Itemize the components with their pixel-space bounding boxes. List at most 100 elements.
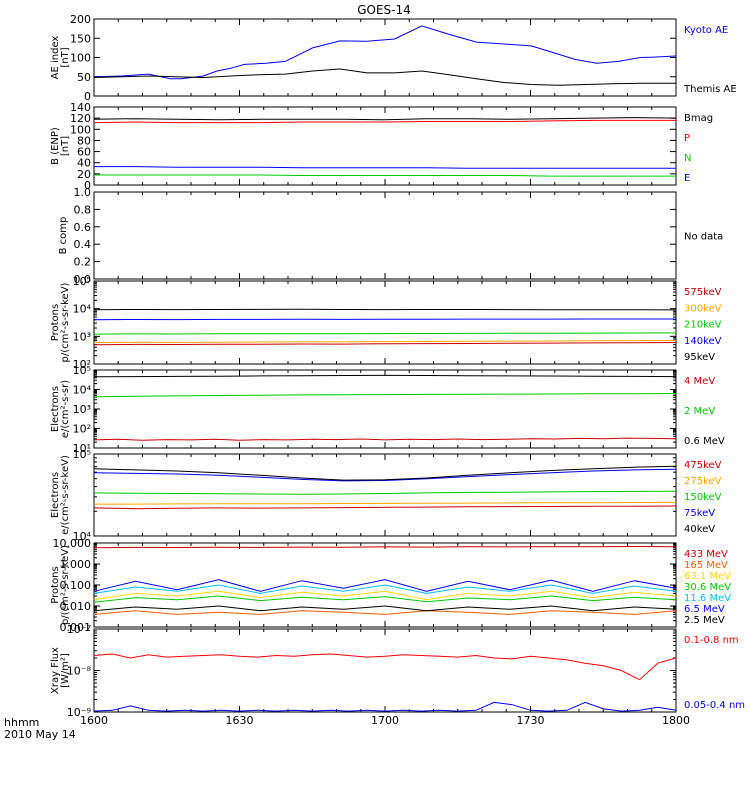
y-tick-label: 0.001	[60, 621, 92, 634]
y-axis-label: AE index [nT]	[50, 36, 71, 80]
y-tick-label: 40	[77, 157, 91, 170]
series-line-0-6-mev	[93, 374, 677, 378]
y-tick-label: 10⁻⁸	[67, 665, 92, 678]
x-tick-label: 1800	[662, 714, 690, 727]
y-axis-label-line: B comp	[58, 217, 69, 255]
series-line-p	[93, 119, 676, 124]
legend-label-165-mev: 165 MeV	[684, 560, 728, 571]
legend-label-95kev: 95keV	[684, 352, 715, 363]
legend-label-63-1-mev: 63.1 MeV	[684, 571, 731, 582]
y-tick-label: 10⁵	[73, 275, 91, 288]
series-line-e	[94, 166, 676, 169]
y-tick-label: 150	[70, 32, 91, 45]
y-axis-label-line: e/(cm²-s-sr)	[60, 380, 71, 438]
y-tick-label: 100	[70, 123, 91, 136]
legend-label-40kev: 40keV	[684, 524, 715, 535]
y-axis-label: Xray Flux [W/m²]	[50, 647, 71, 694]
y-tick-label: 120	[70, 112, 91, 125]
series-line-75kev	[93, 468, 677, 482]
y-axis-label-line: p/(cm²-s-sr-keV)	[60, 282, 71, 362]
y-tick-label: 0	[84, 90, 91, 103]
panel-b-comp: 0.0 0.2 0.4 0.6 0.8 1.0 B comp No data	[58, 186, 723, 286]
legend-label-p: P	[684, 133, 690, 144]
series-line-themis-ae	[93, 68, 676, 86]
y-axis-label-line: B (ENP)	[50, 127, 61, 165]
panel-xray: 10⁻⁹ 10⁻⁸ 10⁻⁷ Xray Flux [W/m²] 0.1-0.8 nm 0.0…	[50, 623, 745, 727]
series-line-140kev	[93, 318, 676, 321]
x-tick-label: 1730	[517, 714, 545, 727]
legend-label-6-5-mev: 6.5 MeV	[684, 604, 725, 615]
panel-frame	[93, 106, 677, 186]
y-tick-label: 200	[70, 13, 91, 26]
y-tick-label: 10⁻⁷	[67, 623, 91, 636]
y-tick-label: 10⁻⁹	[67, 706, 91, 719]
y-tick-label: 0.4	[74, 238, 92, 251]
y-tick-label: 0.0	[74, 273, 92, 286]
series-line-0-05-0-4-nm	[93, 701, 677, 712]
x-tick-label: 1700	[371, 714, 399, 727]
y-axis-label: B (ENP) [nT]	[50, 127, 71, 165]
series-line-6-5-mev	[93, 579, 677, 592]
legend-label-0-05-0-4-nm: 0.05-0.4 nm	[684, 700, 745, 711]
y-tick-label: 10.000	[53, 537, 92, 550]
series-line-40kev	[93, 465, 677, 481]
legend-label-kyoto-ae: Kyoto AE	[684, 25, 728, 36]
legend-label-11-6-mev: 11.6 MeV	[684, 593, 731, 604]
y-axis-label-line: Xray Flux	[50, 647, 61, 694]
y-tick-label: 10⁴	[73, 530, 92, 543]
legend-label-475kev: 475keV	[684, 460, 722, 471]
series-line-300kev	[93, 339, 677, 343]
series-line-n	[94, 174, 676, 177]
series-line-165-mev	[93, 610, 677, 615]
y-tick-label: 10²	[73, 423, 91, 436]
y-tick-label: 20	[77, 168, 91, 181]
y-tick-label: 50	[77, 71, 91, 84]
y-tick-label: 0	[84, 179, 91, 192]
y-axis-label-line: AE index	[50, 36, 61, 80]
y-tick-label: 1.000	[60, 558, 92, 571]
legend-label-4-mev: 4 MeV	[684, 376, 715, 387]
y-axis-label-line: e/(cm²-s-sr-keV)	[60, 455, 71, 535]
legend-label-150kev: 150keV	[684, 492, 722, 503]
y-tick-label: 0.100	[60, 579, 92, 592]
panel-note: No data	[684, 232, 723, 243]
series-line-2-5-mev	[93, 605, 677, 612]
legend-label-themis-ae: Themis AE	[683, 84, 737, 95]
legend-label-bmag: Bmag	[684, 113, 713, 124]
footer-date: 2010 May 14	[4, 728, 76, 741]
panel-frame	[93, 453, 677, 537]
y-axis-label: Protons p/(cm²-s-sr-keV)	[50, 282, 71, 362]
legend-label-275kev: 275keV	[684, 476, 722, 487]
legend-label-n: N	[684, 153, 691, 164]
series-line-0-1-0-8-nm	[93, 653, 677, 681]
y-tick-label: 10⁵	[73, 364, 91, 377]
x-tick-label: 1600	[80, 714, 108, 727]
y-axis-label-line: p/(cm²-s-sr-keV)	[60, 545, 71, 625]
panel-frame	[93, 369, 677, 449]
y-axis-label: Electrons e/(cm²-s-sr-keV)	[50, 455, 71, 535]
y-axis-label: Electrons e/(cm²-s-sr)	[50, 380, 71, 438]
panel-frame	[93, 628, 677, 713]
chart-title: GOES-14	[357, 3, 411, 17]
series-line-275kev	[94, 501, 677, 505]
y-tick-label: 1.0	[74, 186, 92, 199]
x-tick-label: 1630	[226, 714, 254, 727]
series-line-95kev	[93, 308, 677, 311]
y-tick-label: 0.2	[74, 256, 92, 269]
y-axis-label: B comp	[58, 217, 69, 255]
y-axis-label-line: [W/m²]	[60, 653, 71, 688]
series-line-63-1-mev	[93, 590, 677, 601]
legend-label-2-5-mev: 2.5 MeV	[684, 615, 725, 626]
series-line-575kev	[93, 342, 677, 346]
y-axis-label: Protons p/(cm²-s-sr-keV)	[50, 545, 71, 625]
y-tick-label: 10⁴	[73, 384, 92, 397]
y-tick-label: 10⁴	[73, 303, 92, 316]
series-line-11-6-mev	[93, 584, 677, 594]
legend-label-30-6-mev: 30.6 MeV	[684, 582, 731, 593]
y-tick-label: 0.8	[74, 203, 92, 216]
